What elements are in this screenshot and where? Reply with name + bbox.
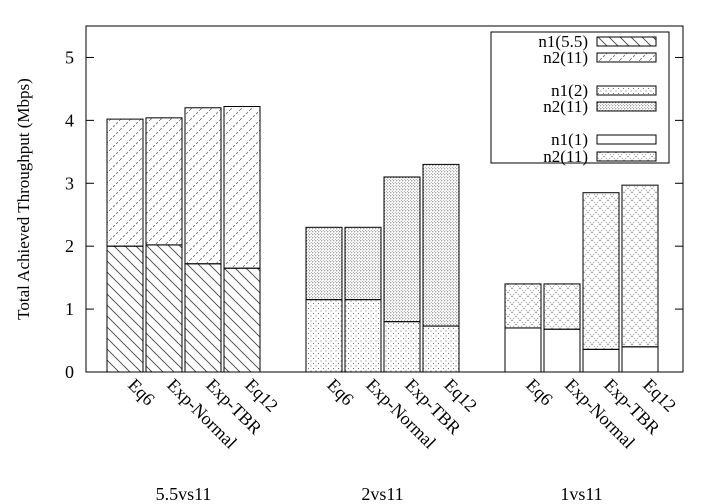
bar-segment-high	[543, 283, 581, 330]
bar-segment-low	[582, 348, 620, 373]
y-axis-ticks: 0 1 2 3 4 5	[65, 47, 683, 382]
bar-segment-high	[223, 106, 261, 269]
legend-swatch	[596, 36, 657, 47]
legend: n1(5.5)n2(11)n1(2)n2(11)n1(1)n2(11)	[490, 31, 670, 166]
group-label: 5.5vs11	[156, 484, 212, 504]
bar-segment-high	[184, 107, 222, 265]
bar-segment-high	[383, 176, 421, 323]
bar-segment-low	[145, 244, 183, 373]
bar-segment-high	[422, 163, 460, 327]
bar-segment-high	[305, 226, 343, 301]
group-label: 1vs11	[560, 484, 602, 504]
group-labels: 5.5vs11 2vs11 1vs11	[156, 484, 603, 504]
x-tick-label: Eq6	[124, 375, 159, 410]
bar-segment-high	[582, 192, 620, 350]
bar-segment-low	[543, 328, 581, 373]
bar-segment-low	[305, 299, 343, 373]
legend-swatch	[596, 52, 657, 63]
bar-segment-high	[504, 283, 542, 329]
bar-segment-low	[621, 346, 659, 373]
y-axis-label: Total Achieved Throughput (Mbps)	[14, 78, 33, 320]
legend-swatch	[596, 134, 657, 145]
legend-swatch	[596, 85, 657, 96]
y-tick-label: 1	[65, 299, 74, 319]
x-tick-label: Eq6	[522, 375, 557, 410]
legend-label: n1(5.5)	[538, 32, 588, 51]
y-tick-label: 3	[65, 173, 74, 193]
bar-segment-low	[344, 299, 382, 373]
y-tick-label: 2	[65, 236, 74, 256]
plot-frame	[85, 25, 684, 373]
x-tick-label: Eq6	[323, 375, 358, 410]
bar-segment-high	[106, 118, 144, 247]
legend-label: n2(11)	[543, 147, 588, 166]
legend-swatch	[596, 101, 657, 112]
y-tick-label: 5	[65, 47, 74, 67]
bar-segment-high	[344, 226, 382, 301]
legend-label: n1(1)	[551, 130, 588, 149]
legend-swatch	[596, 151, 657, 162]
legend-label: n2(11)	[543, 48, 588, 67]
legend-label: n1(2)	[551, 81, 588, 100]
bar-segment-low	[383, 321, 421, 373]
bars	[106, 106, 659, 373]
group-label: 2vs11	[361, 484, 403, 504]
bar-segment-high	[145, 117, 183, 246]
bar-segment-low	[223, 267, 261, 373]
y-tick-label: 4	[65, 110, 74, 130]
bar-segment-high	[621, 184, 659, 348]
bar-segment-low	[422, 325, 460, 373]
bar-segment-low	[106, 245, 144, 373]
y-tick-label: 0	[65, 362, 74, 382]
legend-label: n2(11)	[543, 97, 588, 116]
bar-segment-low	[504, 327, 542, 373]
bar-segment-low	[184, 263, 222, 373]
